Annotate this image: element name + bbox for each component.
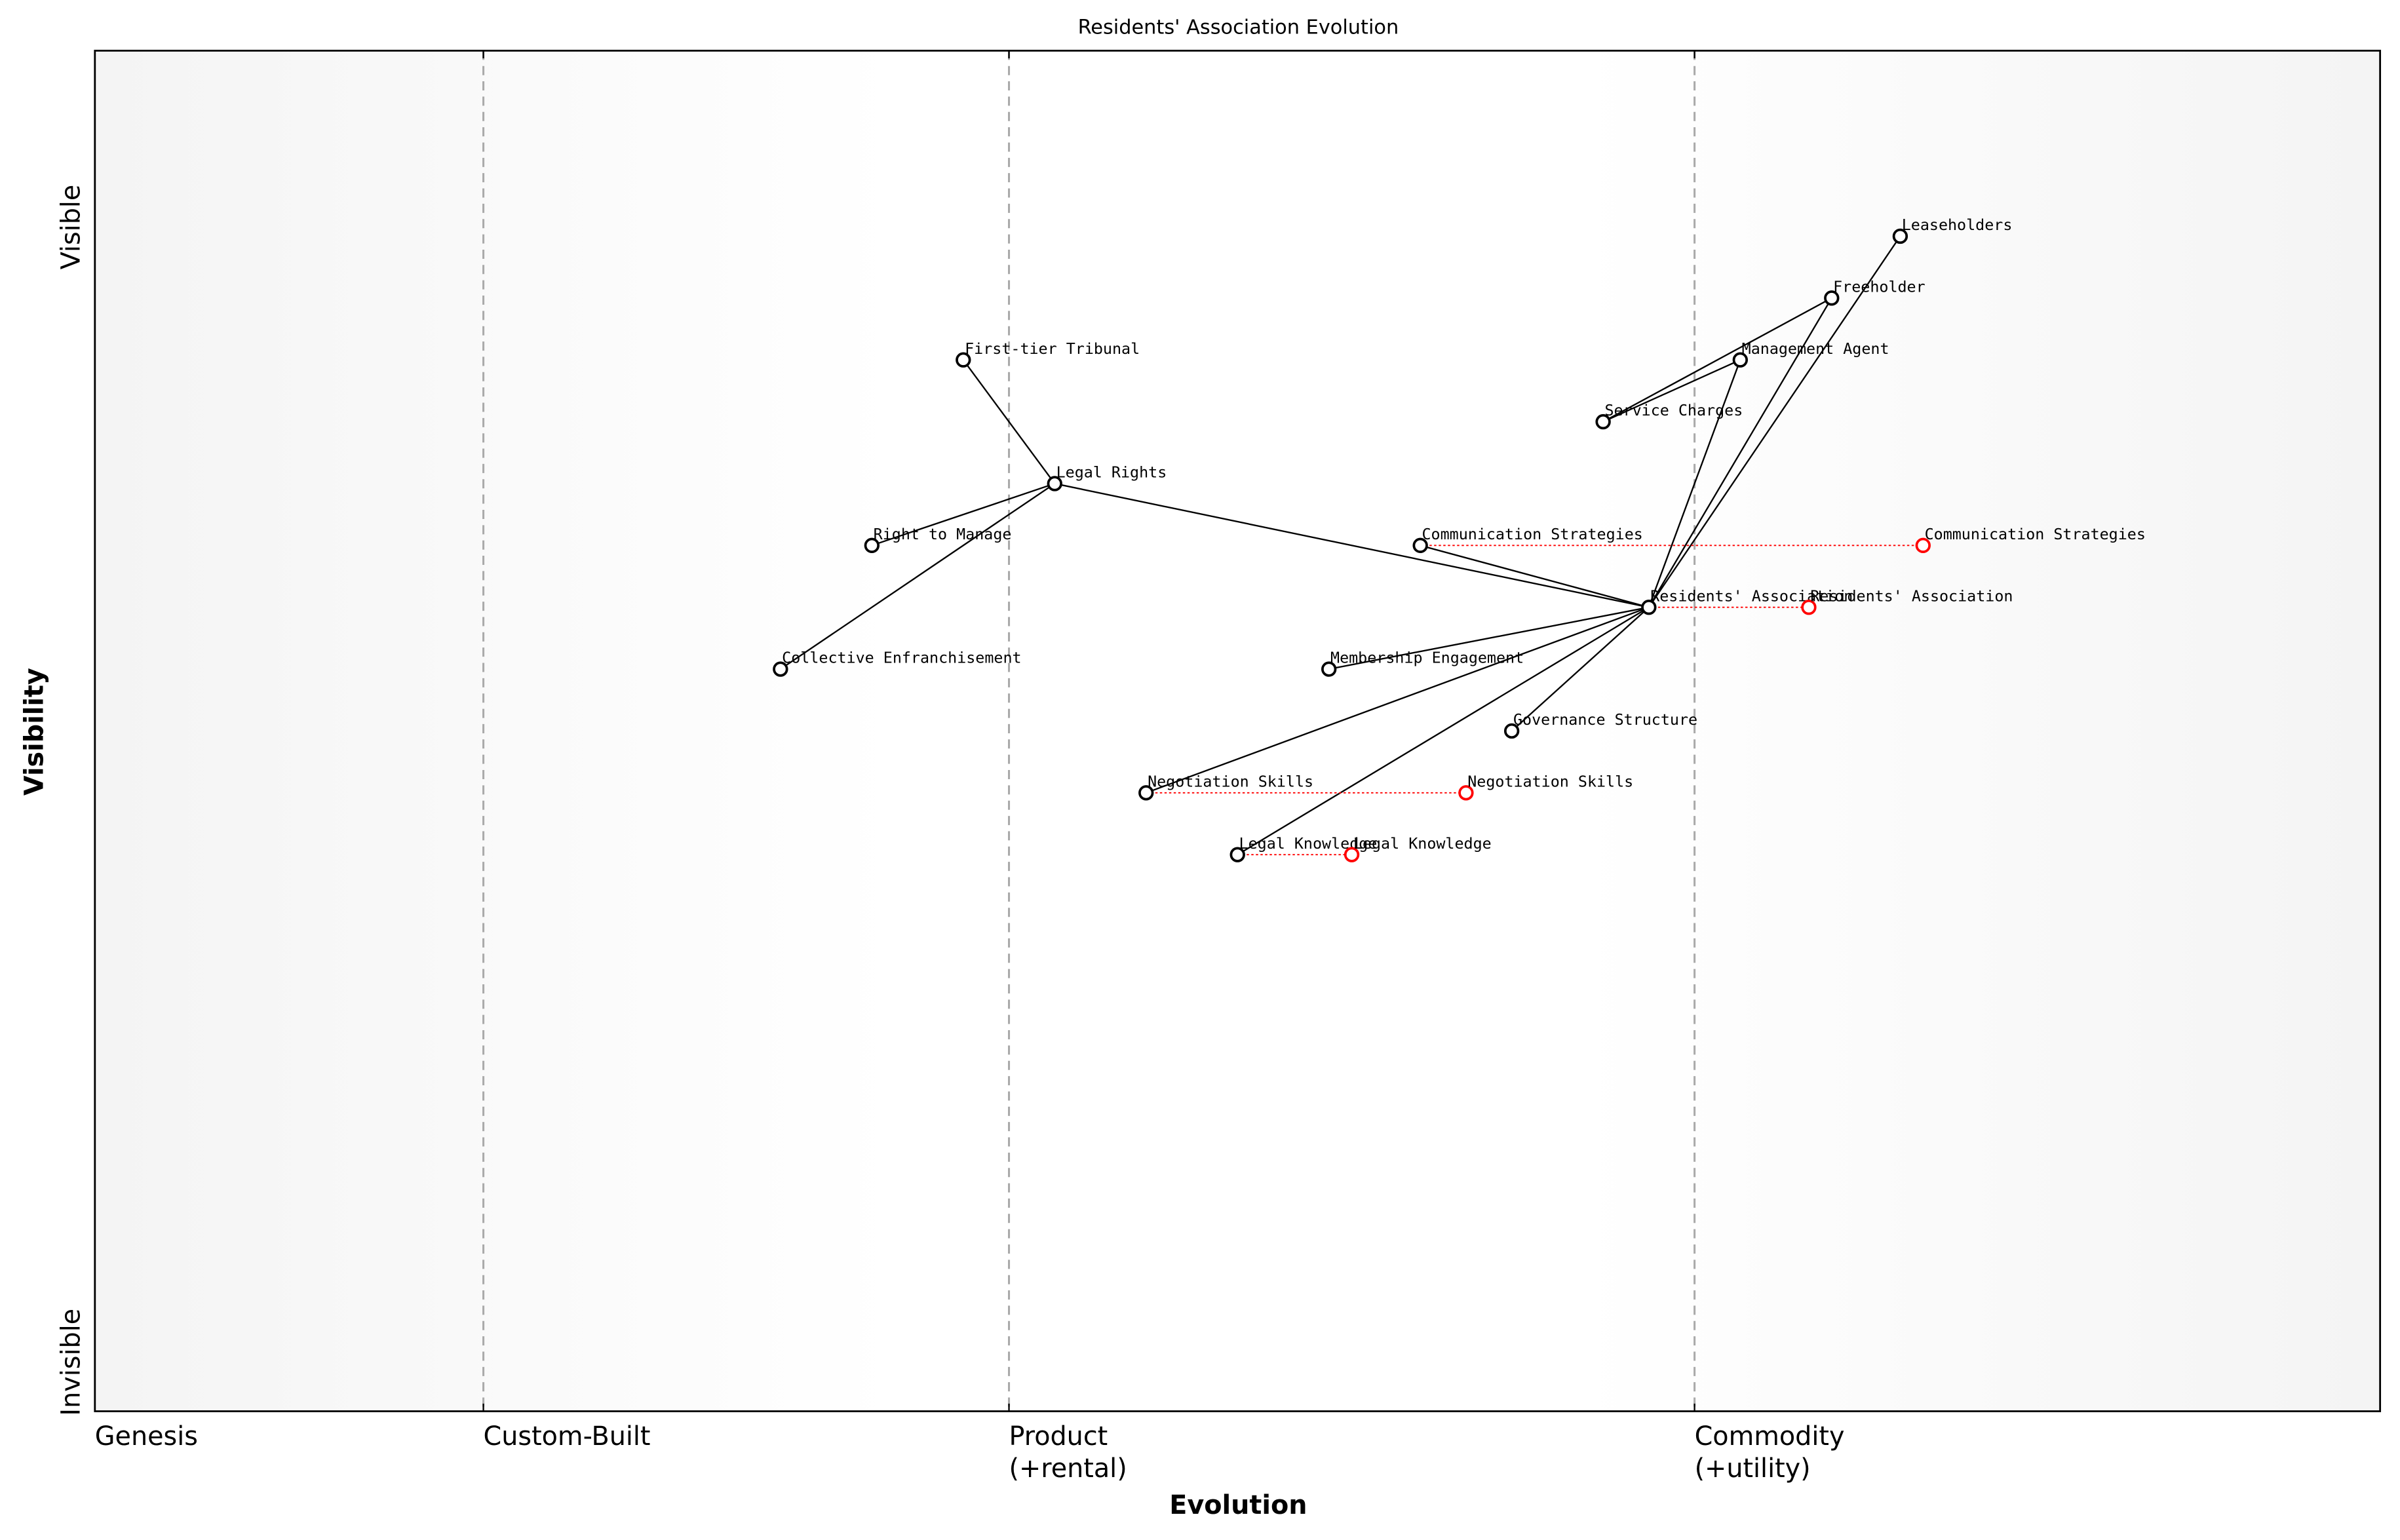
component-label: Legal Knowledge <box>1353 834 1492 853</box>
x-tick-label: Custom-Built <box>484 1421 651 1452</box>
link <box>1328 606 1650 670</box>
link <box>1602 297 1832 423</box>
link <box>1602 359 1741 423</box>
plot-layer: Leaseholders Freeholder Management Agent Se… <box>482 50 2146 1412</box>
component <box>1503 723 1520 739</box>
component-label: Freeholder <box>1833 277 1926 296</box>
x-tick-label: Commodity <box>1695 1421 1845 1452</box>
component <box>956 352 971 368</box>
link <box>1648 235 1901 608</box>
component-label: Communication Strategies <box>1925 525 2146 543</box>
component <box>1641 600 1657 615</box>
component-label: Governance Structure <box>1513 710 1697 729</box>
visible-label: Visible <box>56 185 86 270</box>
chart-title: Residents' Association Evolution <box>1078 16 1399 39</box>
component-label: Service Charges <box>1604 401 1743 419</box>
invisible-label: Invisible <box>56 1309 86 1416</box>
x-tick-label: (+rental) <box>1009 1453 1127 1484</box>
link <box>1648 359 1741 608</box>
component-label: Residents' Association <box>1810 587 2013 605</box>
x-tick-label: Product <box>1009 1421 1108 1452</box>
component <box>1321 661 1337 677</box>
component <box>1412 537 1428 554</box>
link <box>1420 545 1650 608</box>
link <box>871 482 1055 547</box>
component-label: Legal Rights <box>1056 463 1167 482</box>
component-label: Negotiation Skills <box>1467 772 1633 790</box>
x-tick-label: (+utility) <box>1695 1453 1811 1484</box>
component <box>1892 228 1908 244</box>
x-axis-label: Evolution <box>1169 1490 1307 1520</box>
component <box>1138 785 1154 801</box>
component-label: Negotiation Skills <box>1148 772 1313 790</box>
link <box>1146 606 1650 794</box>
component-label: Membership Engagement <box>1330 649 1524 667</box>
link <box>1511 606 1650 732</box>
link <box>1648 298 1832 608</box>
link <box>962 359 1056 484</box>
y-axis-label: Visibility <box>19 668 49 796</box>
component-label: Communication Strategies <box>1422 525 1643 543</box>
component-label: Collective Enfranchisement <box>782 649 1021 667</box>
link <box>1055 482 1650 608</box>
component-label: First-tier Tribunal <box>965 339 1140 358</box>
component <box>1229 847 1245 862</box>
evolved-component <box>1458 785 1474 801</box>
component-label: Leaseholders <box>1902 216 2013 234</box>
evolved-component <box>1801 600 1817 615</box>
component <box>1595 414 1611 430</box>
plot-frame <box>94 49 2382 1412</box>
component-label: Residents' Association <box>1650 587 1853 605</box>
link <box>780 482 1055 670</box>
evolved-component <box>1344 847 1360 862</box>
component-label: Management Agent <box>1742 339 1889 358</box>
component <box>1824 290 1840 306</box>
x-tick-label: Genesis <box>95 1421 198 1452</box>
component <box>773 661 788 677</box>
component <box>1047 476 1062 491</box>
component-label: Right to Manage <box>874 525 1012 543</box>
component <box>1732 352 1749 368</box>
evolved-component <box>1915 537 1931 554</box>
plot-background <box>94 50 2380 1412</box>
component <box>864 537 880 554</box>
link <box>1237 606 1650 856</box>
